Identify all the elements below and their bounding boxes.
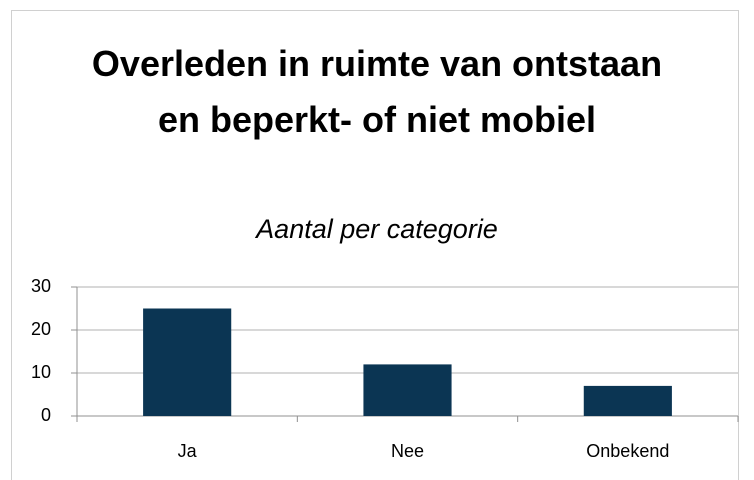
y-tick-label: 30 [31, 276, 51, 296]
x-tick-label: Onbekend [586, 441, 669, 461]
chart-frame [11, 10, 739, 480]
y-tick-label: 20 [31, 319, 51, 339]
bar [143, 308, 232, 416]
chart-subtitle: Aantal per categorie [256, 214, 498, 244]
x-tick-label: Ja [178, 441, 198, 461]
x-tick-label: Nee [391, 441, 424, 461]
y-tick-label: 10 [31, 362, 51, 382]
bar [583, 385, 672, 416]
chart-title: Overleden in ruimte van ontstaan en bepe… [91, 43, 663, 140]
bar [363, 364, 452, 416]
y-tick-label: 0 [41, 405, 51, 425]
